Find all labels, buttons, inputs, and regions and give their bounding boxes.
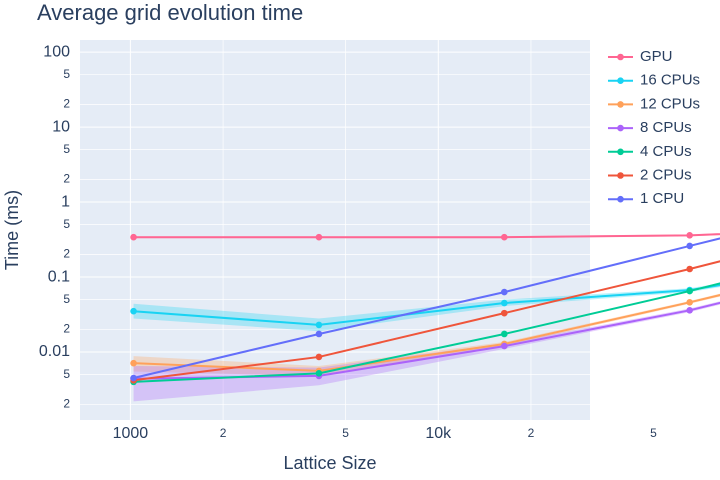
y-tick-label: 2	[63, 322, 70, 336]
legend-marker	[617, 195, 624, 203]
y-tick-label: 5	[63, 367, 70, 381]
error-band	[133, 293, 720, 376]
marker	[315, 330, 323, 338]
x-tick-label: 10k	[425, 425, 452, 442]
marker	[315, 321, 323, 329]
marker	[315, 233, 323, 241]
marker	[686, 287, 693, 295]
marker	[315, 353, 323, 361]
legend-label: 2 CPUs	[640, 166, 692, 183]
series-line	[133, 282, 720, 383]
y-tick-label: 0.01	[39, 343, 70, 360]
y-tick-label: 1	[61, 193, 70, 210]
marker	[130, 307, 137, 315]
x-tick-label: 2	[220, 426, 227, 440]
legend-item[interactable]: 2 CPUs	[608, 166, 692, 183]
y-tick-label: 5	[63, 142, 70, 156]
x-axis-title: Lattice Size	[283, 453, 376, 473]
y-tick-label: 5	[63, 292, 70, 306]
y-tick-label: 100	[43, 43, 70, 60]
legend-marker	[617, 124, 624, 132]
legend-label: 8 CPUs	[640, 119, 692, 136]
series-line	[133, 301, 720, 380]
error-band	[133, 283, 720, 332]
marker	[686, 232, 693, 239]
marker	[501, 309, 508, 317]
marker	[686, 307, 693, 314]
legend-label: 1 CPU	[640, 190, 684, 207]
x-tick-label: 5	[342, 426, 349, 440]
series-line	[133, 260, 720, 382]
y-axis-title: Time (ms)	[2, 190, 22, 270]
marker	[501, 330, 508, 338]
marker	[686, 242, 693, 250]
plot-area	[80, 40, 590, 420]
marker	[130, 233, 137, 241]
legend-item[interactable]: 12 CPUs	[608, 95, 700, 112]
legend-marker	[617, 77, 624, 84]
marker	[501, 233, 508, 241]
marker	[130, 359, 137, 367]
y-tick-label: 0.1	[48, 268, 70, 285]
marker	[686, 299, 693, 306]
legend-marker	[617, 101, 624, 108]
legend-item[interactable]: GPU	[608, 48, 673, 65]
legend-marker	[617, 172, 624, 179]
y-tick-label: 2	[63, 172, 70, 186]
legend-item[interactable]: 1 CPU	[608, 190, 684, 207]
marker	[501, 288, 508, 296]
y-tick-label: 2	[63, 97, 70, 111]
legend-marker	[617, 53, 624, 61]
series-line	[133, 237, 720, 379]
legend-item[interactable]: 16 CPUs	[608, 72, 700, 89]
y-tick-label: 2	[63, 247, 70, 261]
marker	[501, 299, 508, 307]
legend-label: 16 CPUs	[640, 72, 700, 89]
y-tick-label: 5	[63, 217, 70, 231]
chart-title: Average grid evolution time	[37, 0, 303, 25]
marker	[501, 342, 508, 350]
marker	[130, 374, 137, 382]
x-tick-label: 2	[528, 426, 535, 440]
y-tick-label: 5	[63, 67, 70, 81]
x-tick-label: 5	[650, 426, 657, 440]
marker	[686, 265, 693, 273]
series-line	[133, 284, 720, 326]
y-tick-label: 10	[52, 118, 70, 135]
legend-label: 4 CPUs	[640, 143, 692, 160]
legend-item[interactable]: 4 CPUs	[608, 143, 692, 160]
legend-item[interactable]: 8 CPUs	[608, 119, 692, 136]
legend-label: GPU	[640, 48, 673, 65]
legend-marker	[617, 148, 624, 156]
marker	[315, 370, 323, 377]
x-tick-label: 1000	[113, 425, 149, 442]
y-tick-label: 2	[63, 397, 70, 411]
legend-label: 12 CPUs	[640, 95, 700, 112]
series-line	[133, 233, 720, 239]
